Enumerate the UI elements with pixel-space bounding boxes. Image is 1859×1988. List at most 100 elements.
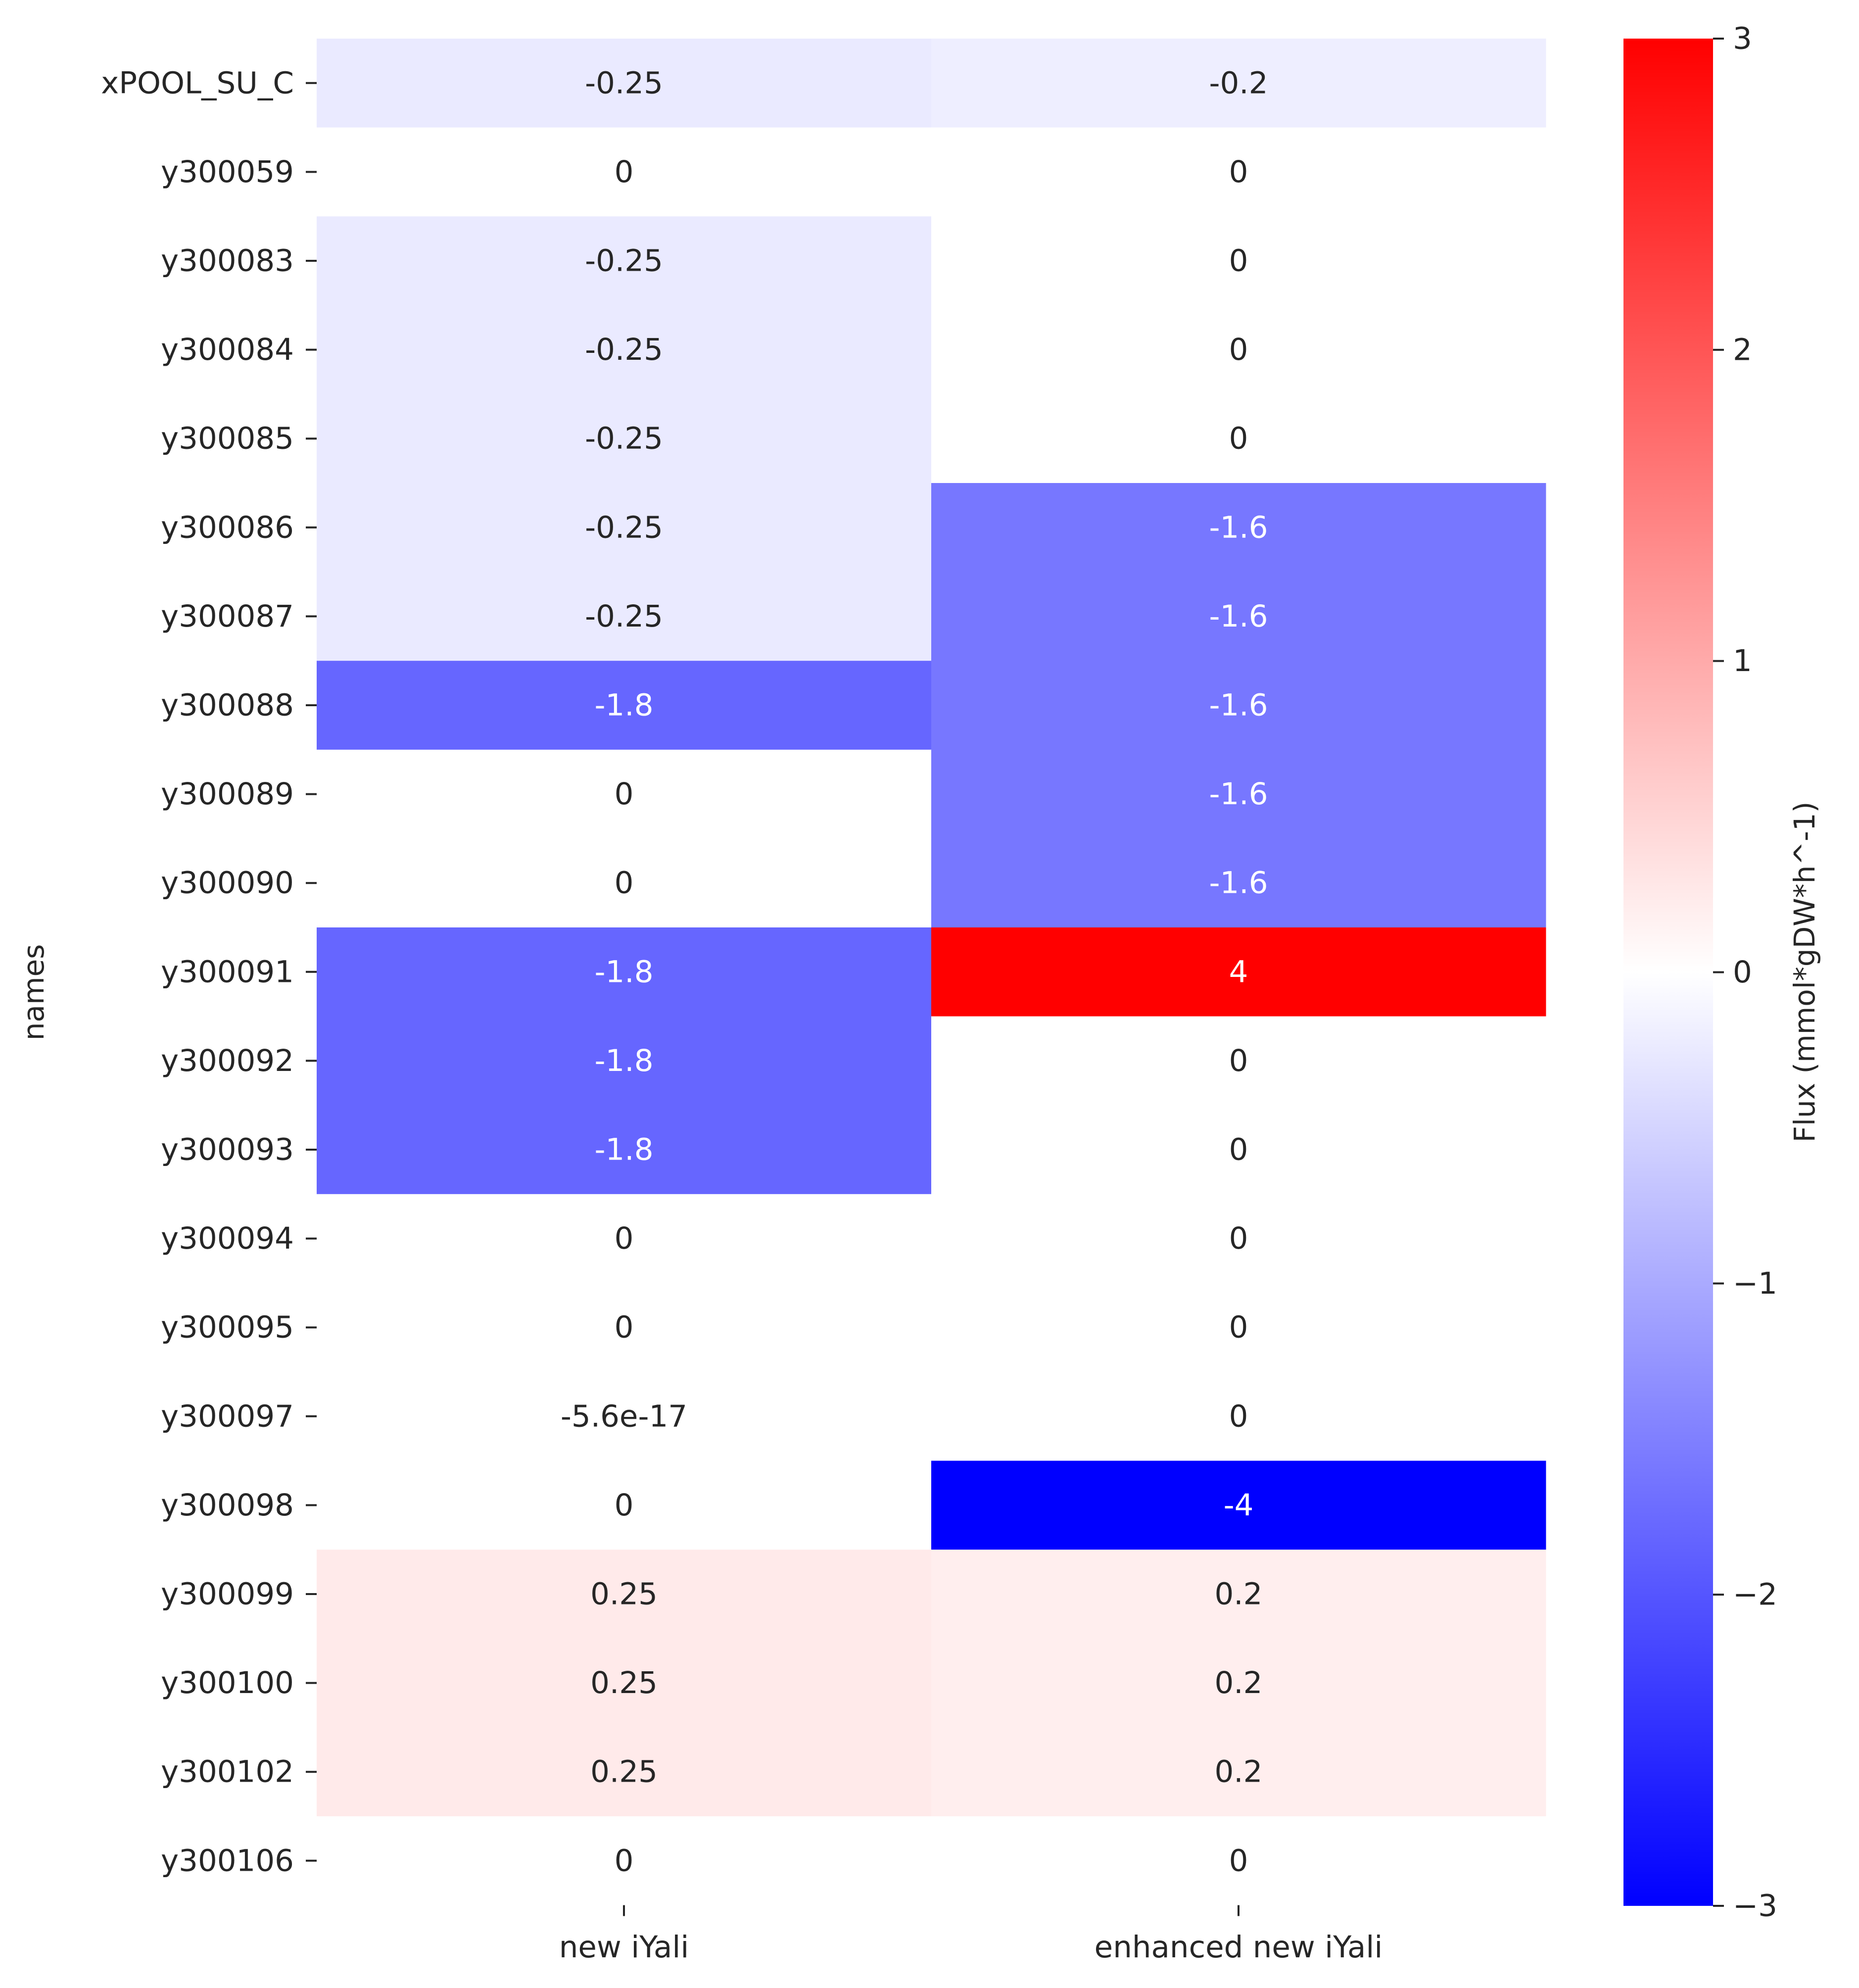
heatmap-cell (931, 394, 1546, 484)
cell-value-label: 0 (615, 776, 634, 812)
heatmap-cell (931, 1550, 1546, 1639)
heatmap-cell-labels: -0.25 -0.2 0 0 -0.25 0 -0.25 0 -0.25 0 -0.25 -1.6 -0… (561, 65, 1268, 1878)
cell-value-label: 0 (1229, 1843, 1248, 1878)
heatmap-cell (931, 838, 1546, 928)
cell-value-label: 0 (1229, 1132, 1248, 1167)
colorbar-label: Flux (mmol*gDW*h^-1) (1788, 802, 1821, 1143)
cell-value-label: -1.6 (1209, 599, 1268, 634)
x-tick-label: enhanced new iYali (1095, 1930, 1383, 1965)
cell-value-label: -0.25 (585, 243, 663, 279)
colorbar-tick-label: 3 (1733, 21, 1752, 56)
cell-value-label: 0 (1229, 1399, 1248, 1434)
y-tick-label: y300091 (161, 954, 294, 989)
cell-value-label: 0.25 (590, 1665, 658, 1700)
cell-value-label: 0 (615, 1843, 634, 1878)
y-axis-label: names (17, 944, 50, 1041)
cell-value-label: 0 (1229, 243, 1248, 279)
heatmap-cell (931, 1016, 1546, 1106)
colorbar-tick-label: −2 (1733, 1577, 1777, 1612)
y-tick-label: y300086 (161, 510, 294, 545)
cell-value-label: -1.6 (1209, 510, 1268, 545)
heatmap-cell (931, 1283, 1546, 1372)
heatmap-cell (931, 39, 1546, 128)
x-axis: new iYali enhanced new iYali (559, 1905, 1383, 1965)
colorbar-tick-label: 0 (1733, 955, 1752, 990)
cell-value-label: -1.6 (1209, 866, 1268, 901)
heatmap-cell (317, 1372, 932, 1461)
y-tick-label: y300106 (161, 1843, 294, 1878)
cell-value-label: -5.6e-17 (561, 1399, 687, 1434)
y-tick-label: y300084 (161, 332, 294, 367)
heatmap-cell (931, 1372, 1546, 1461)
heatmap-cell (931, 1638, 1546, 1728)
colorbar (1623, 39, 1713, 1906)
heatmap-cell (317, 838, 932, 928)
y-tick-label: y300088 (161, 688, 294, 723)
colorbar-gradient (1623, 39, 1713, 1906)
cell-value-label: -0.25 (585, 599, 663, 634)
y-tick-label: y300093 (161, 1132, 294, 1167)
cell-value-label: 0 (615, 866, 634, 901)
heatmap-cell (931, 127, 1546, 217)
cell-value-label: 0 (615, 1488, 634, 1523)
cell-value-label: -0.25 (585, 421, 663, 456)
colorbar-tick-label: 2 (1733, 332, 1752, 367)
cell-value-label: -0.25 (585, 510, 663, 545)
cell-value-label: 0.25 (590, 1754, 658, 1790)
heatmap-cell (317, 927, 932, 1017)
heatmap-cell (317, 127, 932, 217)
heatmap-cell (317, 1638, 932, 1728)
y-tick-label: y300099 (161, 1577, 294, 1612)
heatmap-cell (317, 1283, 932, 1372)
heatmap-cell (317, 394, 932, 484)
y-tick-label: y300095 (161, 1310, 294, 1345)
heatmap-cell (317, 572, 932, 661)
heatmap-cell (317, 216, 932, 306)
heatmap-cell (317, 1727, 932, 1817)
heatmap-cell (931, 1194, 1546, 1283)
y-tick-label: y300090 (161, 866, 294, 901)
heatmap-cell (931, 1460, 1546, 1550)
y-tick-label: y300087 (161, 599, 294, 634)
heatmap-cell (931, 1816, 1546, 1906)
y-tick-label: y300098 (161, 1488, 294, 1523)
heatmap-cell (931, 216, 1546, 306)
heatmap-cell (931, 305, 1546, 394)
y-tick-label: y300083 (161, 243, 294, 279)
heatmap-cell (317, 39, 932, 128)
cell-value-label: 0 (1229, 154, 1248, 190)
cell-value-label: -1.8 (594, 1043, 653, 1078)
heatmap-cell (317, 1016, 932, 1106)
cell-value-label: 0.2 (1214, 1665, 1262, 1700)
heatmap-cell (317, 1550, 932, 1639)
cell-value-label: -1.8 (594, 954, 653, 989)
cell-value-label: -0.25 (585, 65, 663, 100)
heatmap-cell (317, 1816, 932, 1906)
cell-value-label: 0 (1229, 1310, 1248, 1345)
heatmap-cell (317, 483, 932, 573)
colorbar-tick-label: 1 (1733, 643, 1752, 679)
cell-value-label: 0 (1229, 421, 1248, 456)
cell-value-label: 0 (615, 1310, 634, 1345)
cell-value-label: 0 (615, 1221, 634, 1256)
cell-value-label: 0 (1229, 1043, 1248, 1078)
heatmap-cell (931, 572, 1546, 661)
heatmap-cell (931, 483, 1546, 573)
cell-value-label: 0 (1229, 1221, 1248, 1256)
y-tick-label: y300085 (161, 421, 294, 456)
heatmap-cell (317, 1105, 932, 1195)
colorbar-tick-label: −3 (1733, 1889, 1777, 1924)
y-tick-label: y300094 (161, 1221, 294, 1256)
x-tick-label: new iYali (559, 1930, 689, 1965)
cell-value-label: 0 (1229, 332, 1248, 367)
y-tick-label: y300097 (161, 1399, 294, 1434)
y-tick-label: y300059 (161, 154, 294, 190)
heatmap-cell (317, 749, 932, 839)
y-tick-label: y300089 (161, 776, 294, 812)
cell-value-label: 0.2 (1214, 1754, 1262, 1790)
heatmap-cell (931, 927, 1546, 1017)
cell-value-label: 0.2 (1214, 1577, 1262, 1612)
heatmap-cell (931, 1727, 1546, 1817)
heatmap-cell (317, 305, 932, 394)
